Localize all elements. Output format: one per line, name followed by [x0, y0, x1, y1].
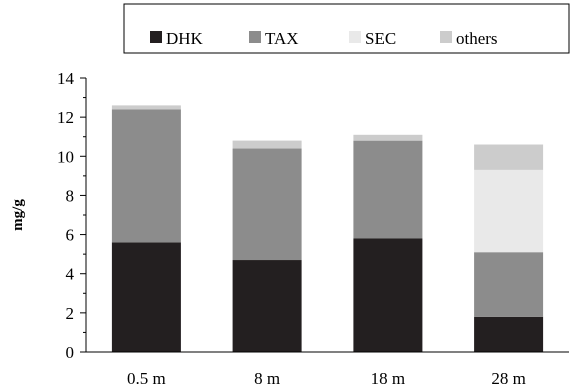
legend: DHK TAX SEC others	[123, 3, 570, 54]
legend-item-dhk: DHK	[150, 29, 204, 48]
bar-segment-others-1	[232, 140, 302, 149]
legend-label: TAX	[265, 29, 299, 48]
legend-swatch	[440, 31, 452, 43]
legend-swatch	[150, 31, 162, 43]
y-tick-label: 10	[57, 147, 74, 166]
legend-label: others	[456, 29, 498, 48]
legend-label: SEC	[365, 29, 396, 48]
x-tick-label: 18 m	[371, 369, 405, 388]
legend-label: DHK	[166, 29, 204, 48]
bar-segment-dhk-2	[353, 238, 423, 352]
legend-frame	[123, 3, 570, 54]
y-tick-label: 6	[66, 226, 75, 245]
x-tick-label: 28 m	[491, 369, 525, 388]
bar-segment-others-3	[474, 144, 544, 170]
bar-segment-dhk-3	[474, 316, 544, 352]
y-tick-label: 2	[66, 304, 75, 323]
legend-swatch	[249, 31, 261, 43]
y-tick-label: 4	[66, 265, 75, 284]
x-axis: 0.5 m 8 m 18 m 28 m	[86, 351, 569, 388]
bar-segment-dhk-0	[111, 242, 181, 352]
bar-segment-dhk-1	[232, 260, 302, 352]
bar-segment-tax-1	[232, 148, 302, 261]
legend-swatch	[349, 31, 361, 43]
y-tick-label: 8	[66, 186, 75, 205]
y-tick-label: 12	[57, 108, 74, 127]
legend-item-tax: TAX	[249, 29, 299, 48]
bar-segment-others-2	[353, 134, 423, 141]
bar-segment-tax-3	[474, 252, 544, 317]
y-tick-label: 14	[57, 69, 75, 88]
y-tick-label: 0	[66, 343, 75, 362]
plot-area: 0 2 4 6 8 10 12 14 0.5 m 8 m 18 m 28 m	[57, 69, 569, 388]
legend-item-sec: SEC	[349, 29, 396, 48]
legend-item-others: others	[440, 29, 498, 48]
bar-segment-sec-3	[474, 170, 544, 253]
bar-segment-others-0	[111, 105, 181, 110]
y-axis: 0 2 4 6 8 10 12 14	[57, 69, 87, 362]
bar-segment-tax-2	[353, 140, 423, 239]
bar-segment-tax-0	[111, 109, 181, 243]
x-tick-label: 8 m	[254, 369, 280, 388]
x-tick-label: 0.5 m	[127, 369, 166, 388]
y-axis-label: mg/g	[10, 199, 26, 231]
